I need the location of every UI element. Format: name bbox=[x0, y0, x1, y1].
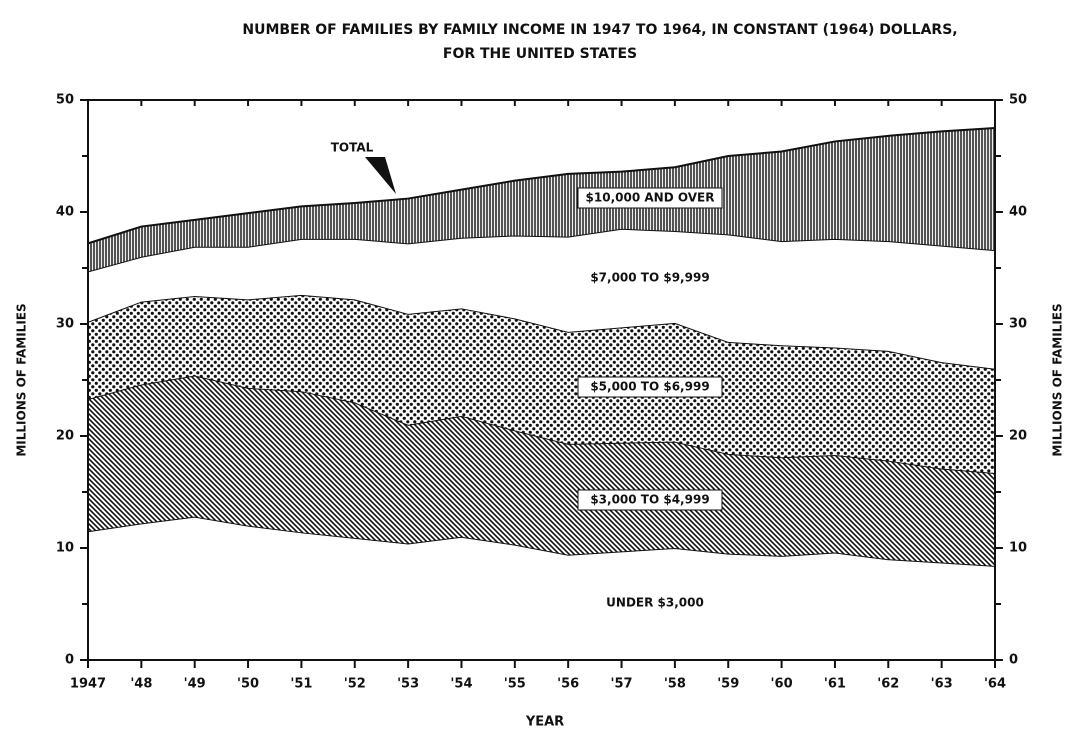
x-tick-label: '48 bbox=[130, 677, 152, 692]
x-tick-label: '64 bbox=[984, 677, 1006, 692]
y2-axis-label: MILLIONS OF FAMILIES bbox=[1051, 303, 1065, 456]
x-tick-label: '59 bbox=[717, 677, 739, 692]
x-tick-label: '55 bbox=[504, 677, 526, 692]
x-tick-label: '54 bbox=[450, 677, 472, 692]
x-tick-label: '60 bbox=[771, 677, 793, 692]
annotation: TOTAL bbox=[331, 141, 374, 155]
y2-tick-label: 0 bbox=[1009, 653, 1018, 668]
area bbox=[88, 375, 995, 566]
y2-tick-label: 10 bbox=[1009, 541, 1027, 556]
area bbox=[88, 128, 995, 272]
series-label: $7,000 TO $9,999 bbox=[590, 271, 709, 285]
x-tick-label: '51 bbox=[290, 677, 312, 692]
y-tick-label: 30 bbox=[56, 317, 74, 332]
x-tick-label: '56 bbox=[557, 677, 579, 692]
x-tick-label: '53 bbox=[397, 677, 419, 692]
x-tick-label: '58 bbox=[664, 677, 686, 692]
chart-title: FOR THE UNITED STATES bbox=[443, 46, 637, 62]
x-tick-label: '62 bbox=[877, 677, 899, 692]
series-label: $10,000 AND OVER bbox=[586, 191, 715, 205]
y-tick-label: 50 bbox=[56, 93, 74, 108]
y-tick-label: 0 bbox=[65, 653, 74, 668]
y2-tick-label: 20 bbox=[1009, 429, 1027, 444]
y-tick-label: 10 bbox=[56, 541, 74, 556]
series-label: $5,000 TO $6,999 bbox=[590, 380, 709, 394]
label-box bbox=[577, 376, 723, 398]
area bbox=[88, 228, 995, 369]
x-tick-label: '61 bbox=[824, 677, 846, 692]
x-tick-label: '52 bbox=[344, 677, 366, 692]
area bbox=[88, 516, 995, 660]
x-tick-label: '50 bbox=[237, 677, 259, 692]
x-axis-label: YEAR bbox=[525, 715, 564, 730]
series-label: $3,000 TO $4,999 bbox=[590, 493, 709, 507]
y2-tick-label: 50 bbox=[1009, 93, 1027, 108]
y-tick-label: 40 bbox=[56, 205, 74, 220]
annotation-arrow bbox=[365, 157, 396, 194]
series-label: UNDER $3,000 bbox=[606, 596, 704, 610]
y-axis-label: MILLIONS OF FAMILIES bbox=[15, 303, 29, 456]
label-box bbox=[577, 489, 723, 511]
label-box bbox=[577, 187, 723, 209]
y-tick-label: 20 bbox=[56, 429, 74, 444]
area-edge bbox=[87, 127, 996, 245]
x-tick-label: 1947 bbox=[70, 677, 106, 692]
y2-tick-label: 40 bbox=[1009, 205, 1027, 220]
y2-tick-label: 30 bbox=[1009, 317, 1027, 332]
x-tick-label: '49 bbox=[184, 677, 206, 692]
area bbox=[88, 294, 995, 473]
chart-title: NUMBER OF FAMILIES BY FAMILY INCOME IN 1… bbox=[242, 22, 957, 38]
x-tick-label: '57 bbox=[610, 677, 632, 692]
x-tick-label: '63 bbox=[931, 677, 953, 692]
